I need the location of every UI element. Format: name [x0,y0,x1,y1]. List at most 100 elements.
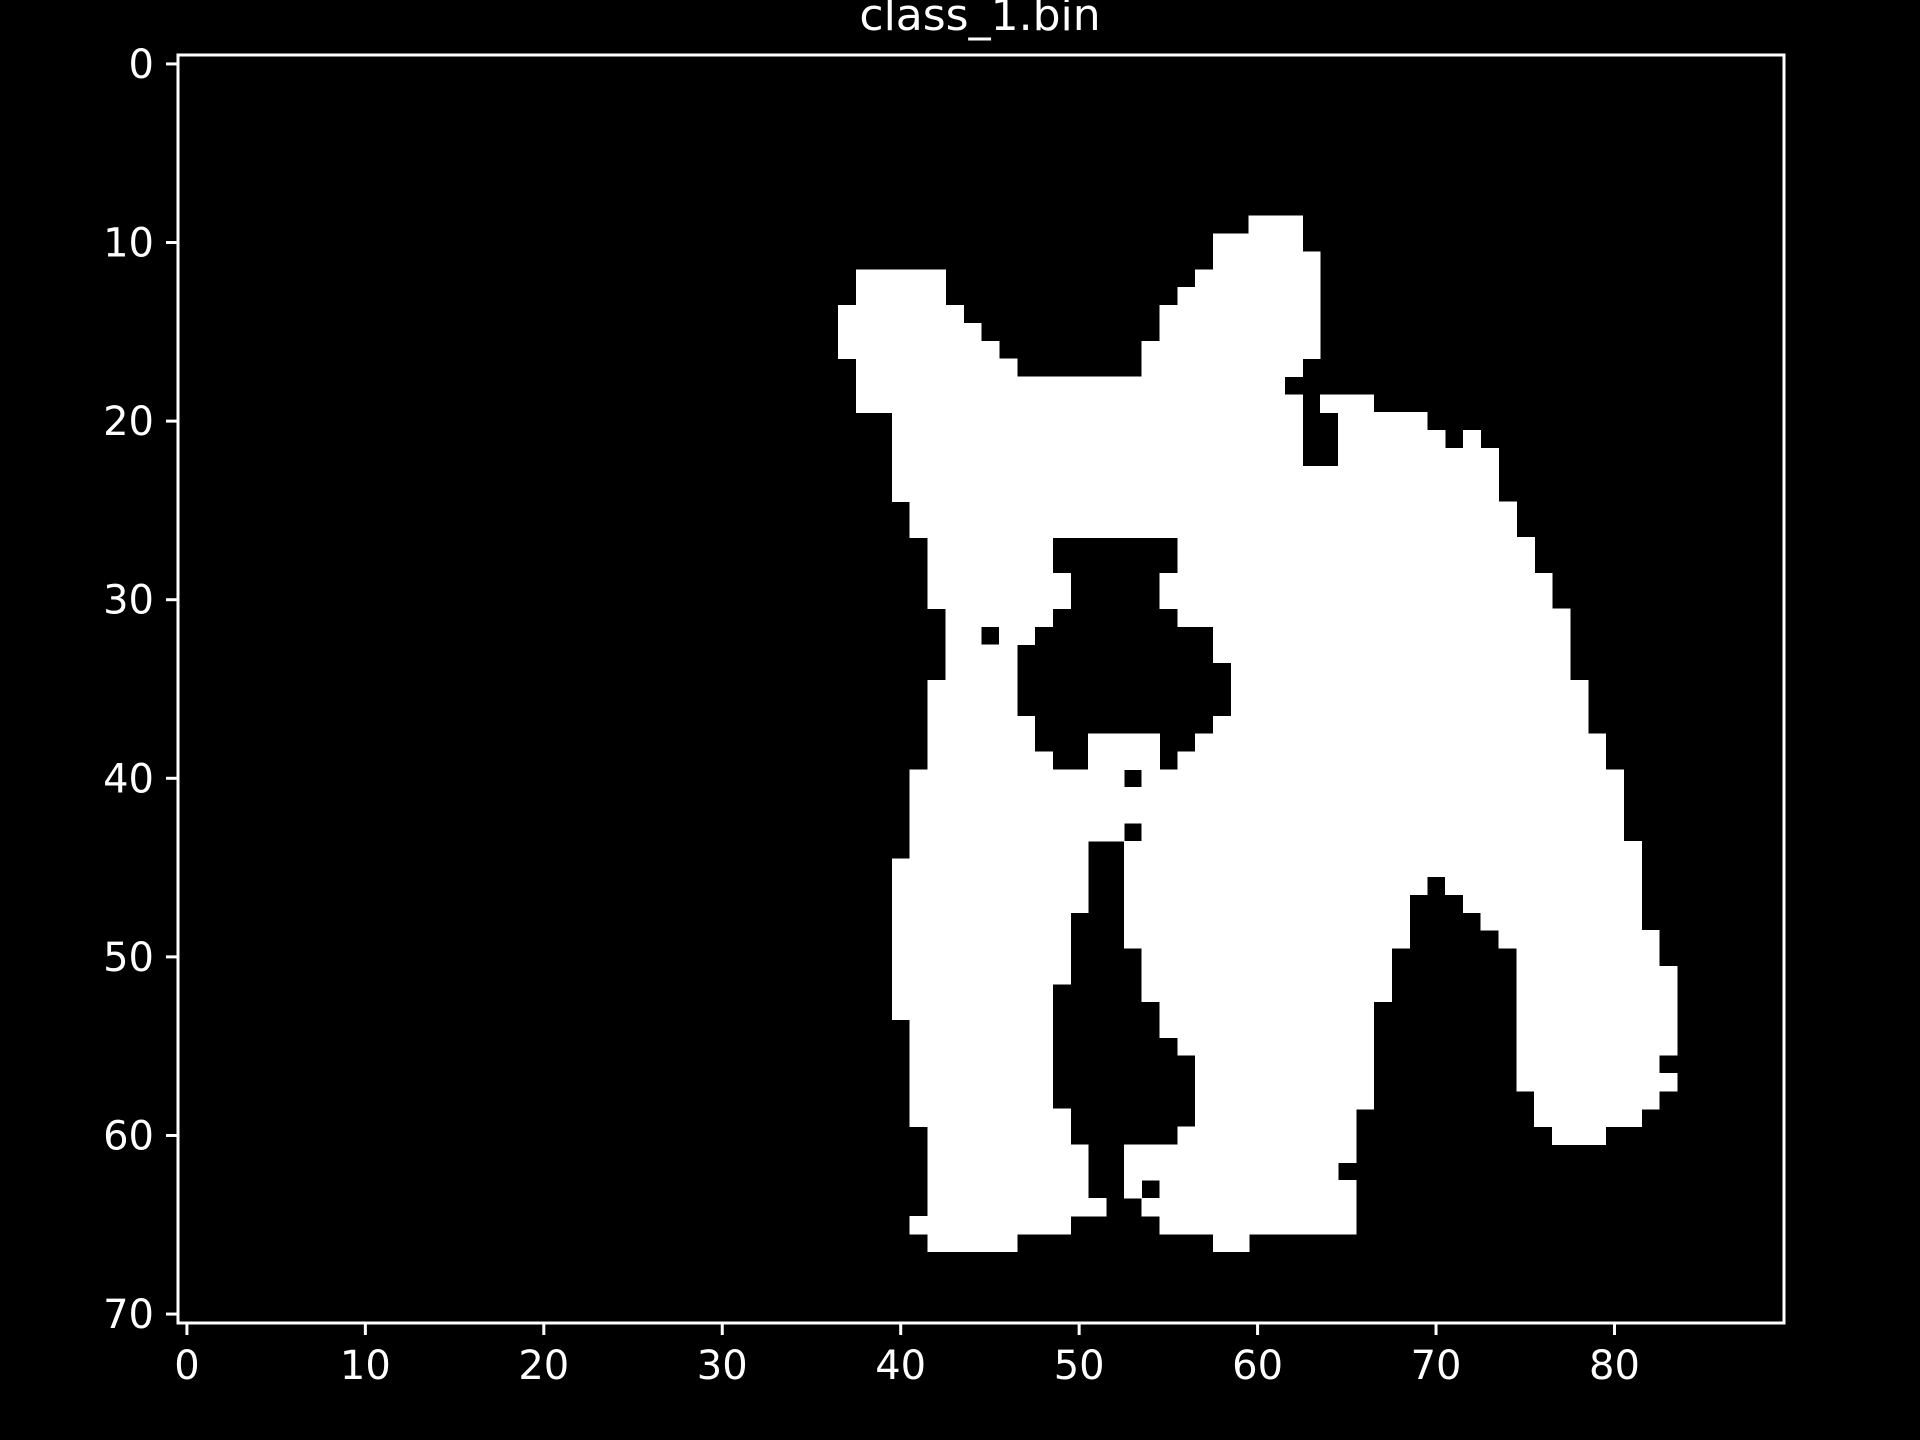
mask-pixel-run-row-14-1 [1159,305,1321,324]
y-tick-label-0: 0 [129,42,154,88]
mask-pixel-run-row-59-0 [909,1108,1071,1128]
mask-pixel-run-row-20-0 [891,412,1303,431]
mask-pixel-run-row-40-0 [909,769,1125,788]
mask-pixel-run-row-58-1 [1195,1090,1375,1110]
x-tick-label-0: 0 [174,1343,199,1389]
mask-pixel-run-row-35-0 [927,680,1018,699]
mask-pixel-run-row-27-0 [927,537,1053,556]
image-plot-area [838,215,1678,1253]
mask-pixel-run-row-52-0 [891,983,1053,1003]
mask-pixel-run-row-32-0 [945,626,982,645]
mask-pixel-run-row-39-0 [927,751,1053,770]
mask-pixel-run-row-33-0 [945,644,1018,663]
mask-pixel-run-row-36-1 [1230,697,1589,717]
mask-pixel-run-row-56-1 [1195,1055,1375,1074]
mask-pixel-run-row-51-2 [1516,965,1678,985]
mask-pixel-run-row-27-1 [1177,537,1535,556]
mask-pixel-run-row-42-0 [909,805,1624,824]
mask-pixel-run-row-61-0 [927,1144,1089,1163]
mask-pixel-run-row-31-0 [945,608,1053,628]
mask-pixel-run-row-17-1 [1141,358,1303,378]
mask-pixel-run-row-53-2 [1516,1001,1678,1020]
x-tick-label-60: 60 [1232,1343,1283,1389]
mask-pixel-run-row-21-1 [1337,430,1446,449]
mask-pixel-run-row-56-2 [1516,1055,1660,1074]
mask-pixel-run-row-57-0 [909,1072,1053,1092]
mask-pixel-run-row-39-1 [1088,751,1161,770]
mask-pixel-run-row-47-0 [891,894,1089,913]
mask-pixel-run-row-62-0 [927,1162,1089,1181]
mask-pixel-run-row-47-2 [1462,894,1642,913]
mask-pixel-run-row-15-1 [1159,322,1321,342]
mask-pixel-run-row-30-0 [927,590,1071,610]
mask-pixel-run-row-19-0 [856,394,1303,413]
mask-pixel-run-row-38-1 [1088,733,1161,753]
mask-pixel-run-row-52-2 [1516,983,1678,1003]
mask-pixel-run-row-53-0 [891,1001,1053,1020]
mask-pixel-run-row-63-0 [927,1180,1089,1199]
mask-pixel-run-row-38-0 [927,733,1036,753]
mask-pixel-run-row-34-0 [945,662,1018,681]
mask-pixel-run-row-12-1 [1195,269,1321,288]
mask-pixel-run-row-38-2 [1195,733,1607,753]
mask-pixel-run-row-20-1 [1337,412,1428,431]
mask-pixel-run-row-60-0 [927,1126,1071,1146]
mask-pixel-run-row-23-0 [891,465,1500,485]
mask-pixel-run-row-55-0 [909,1037,1053,1056]
mask-pixel-run-row-18-0 [856,376,1285,395]
mask-pixel-run-row-33-1 [1212,644,1571,663]
mask-pixel-run-row-13-0 [856,287,946,306]
mask-pixel-run-row-29-1 [1159,572,1553,592]
mask-pixel-run-row-52-1 [1141,983,1393,1003]
axes-frame [176,53,1786,1325]
y-tick-label-40: 40 [103,756,154,802]
x-tick-label-40: 40 [875,1343,926,1389]
mask-pixel-run-row-49-2 [1498,930,1660,949]
mask-pixel-run-row-53-1 [1159,1001,1375,1020]
x-tick-label-80: 80 [1589,1343,1640,1389]
mask-pixel-run-row-43-1 [1141,822,1624,842]
mask-pixel-run-row-63-1 [1123,1180,1143,1199]
mask-pixel-run-row-48-1 [1123,912,1410,931]
mask-pixel-run-row-55-1 [1177,1037,1375,1056]
mask-pixel-run-row-50-2 [1516,947,1660,967]
mask-pixel-run-row-34-1 [1230,662,1571,681]
mask-pixel-run-row-49-1 [1123,930,1410,949]
y-tick-label-60: 60 [103,1113,154,1159]
mask-pixel-run-row-60-1 [1177,1126,1357,1146]
mask-pixel-run-row-58-0 [909,1090,1053,1110]
mask-pixel-run-row-36-0 [927,697,1018,717]
mask-pixel-run-row-10-0 [1212,233,1303,253]
mask-pixel-run-row-56-0 [909,1055,1053,1074]
mask-pixel-run-row-49-0 [891,930,1071,949]
y-tick-label-20: 20 [103,399,154,445]
y-tick-label-50: 50 [103,935,154,981]
mask-pixel-run-row-59-1 [1195,1108,1357,1128]
x-axis: 0 10 20 30 40 50 60 70 80 [174,1323,1640,1389]
mask-pixel-run-row-45-0 [891,858,1089,878]
mask-pixel-run-row-60-2 [1552,1126,1607,1146]
mask-pixel-run-row-61-1 [1123,1144,1357,1163]
mask-pixel-run-row-21-0 [891,430,1303,449]
mask-pixel-run-row-48-0 [891,912,1071,931]
mask-pixel-run-row-65-1 [1159,1215,1357,1235]
mask-pixel-run-row-28-0 [927,555,1053,574]
mask-pixel-run-row-30-1 [1159,590,1553,610]
mask-pixel-run-row-65-0 [909,1215,1071,1235]
mask-pixel-run-row-15-0 [838,322,982,342]
mask-pixel-run-row-32-2 [1212,626,1571,645]
mask-pixel-run-row-57-2 [1516,1072,1678,1092]
mask-pixel-run-row-41-0 [909,787,1624,806]
mask-pixel-run-row-14-0 [838,305,964,324]
y-tick-label-10: 10 [103,221,154,267]
mask-pixel-run-row-54-1 [1159,1019,1375,1038]
mask-pixel-run-row-57-1 [1195,1072,1375,1092]
mask-pixel-run-row-26-0 [909,519,1517,538]
mask-pixel-run-row-9-0 [1248,215,1303,235]
mask-pixel-run-row-50-1 [1141,947,1393,967]
mask-pixel-run-row-44-0 [909,840,1089,860]
mask-pixel-run-row-37-1 [1212,715,1589,735]
mask-pixel-run-row-16-1 [1141,340,1321,360]
mask-pixel-run-row-46-2 [1444,876,1642,895]
